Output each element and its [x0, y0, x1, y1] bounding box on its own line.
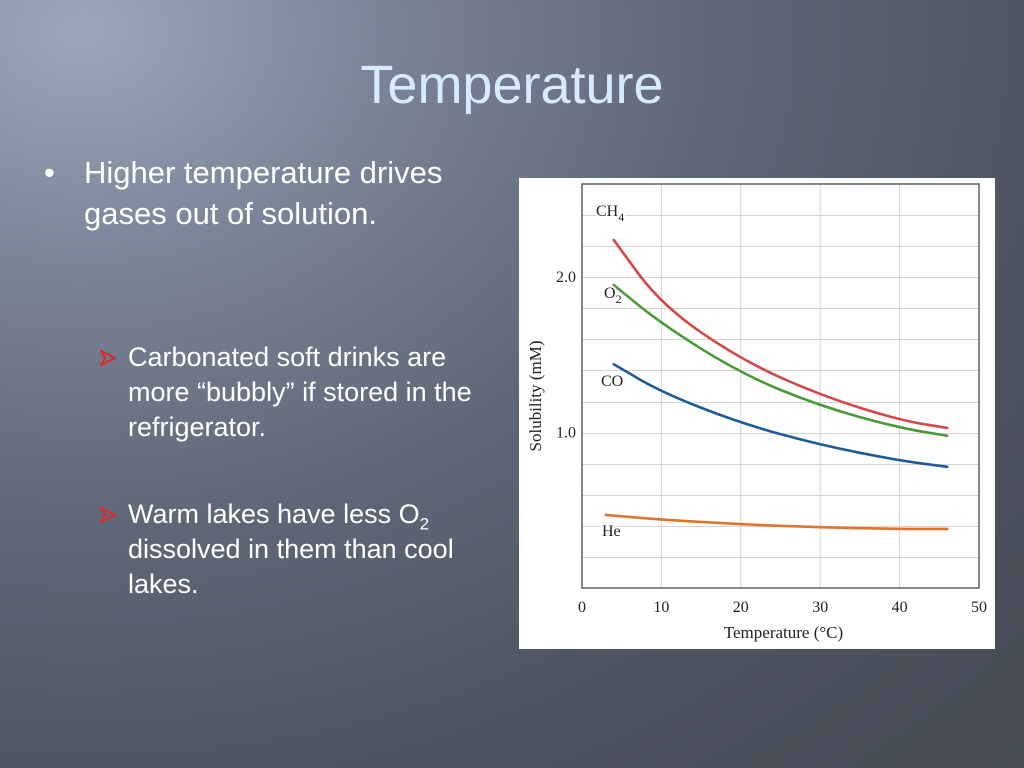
y-tick-label: 2.0 [556, 269, 576, 286]
x-tick-label: 30 [812, 599, 828, 616]
x-tick-label: 40 [892, 599, 908, 616]
series-label-he: He [602, 523, 621, 540]
main-bullet-text: Higher temperature drives gases out of s… [84, 155, 443, 231]
slide-title: Temperature [360, 55, 664, 115]
y-tick-label: 1.0 [556, 425, 576, 442]
sub-bullet-text: Carbonated soft drinks are more “bubbly”… [128, 342, 472, 442]
bullet-dot: • [44, 155, 55, 190]
sub-bullet-text: Warm lakes have less O2 dissolved in the… [128, 497, 478, 602]
series-line-ch4 [612, 238, 949, 430]
series-line-co [612, 362, 949, 469]
sub-bullet-text-pre: Warm lakes have less O [128, 499, 420, 529]
subscript-2: 2 [419, 514, 430, 534]
main-bullet: • Higher temperature drives gases out of… [44, 152, 484, 234]
sub-bullet-text-post: dissolved in them than cool lakes. [128, 534, 454, 599]
sub-bullet-lakes: Warm lakes have less O2 dissolved in the… [98, 497, 478, 602]
series-label-co: CO [601, 373, 623, 390]
x-axis-label: Temperature (°C) [724, 623, 843, 642]
sub-bullet-soft-drinks: Carbonated soft drinks are more “bubbly”… [98, 340, 478, 445]
plot-frame [581, 183, 980, 589]
x-tick-label: 50 [971, 599, 987, 616]
x-tick-label: 20 [733, 599, 749, 616]
solubility-chart: CH4 O2 CO He 0 10 20 30 40 50 1.0 2.0 Temperature (°… [519, 178, 995, 649]
series-line-he [604, 513, 949, 531]
x-tick-label: 10 [653, 599, 669, 616]
series-line-o2 [612, 283, 949, 438]
arrow-bullet-icon [100, 507, 116, 523]
x-tick-label: 0 [578, 599, 586, 616]
chart-svg: CH4 O2 CO He 0 10 20 30 40 50 1.0 2.0 Temperature (°… [526, 183, 987, 642]
y-axis-label: Solubility (mM) [526, 341, 545, 452]
series-label-o2: O2 [604, 285, 622, 306]
series-label-ch4: CH4 [596, 203, 624, 224]
arrow-bullet-icon [100, 350, 116, 366]
